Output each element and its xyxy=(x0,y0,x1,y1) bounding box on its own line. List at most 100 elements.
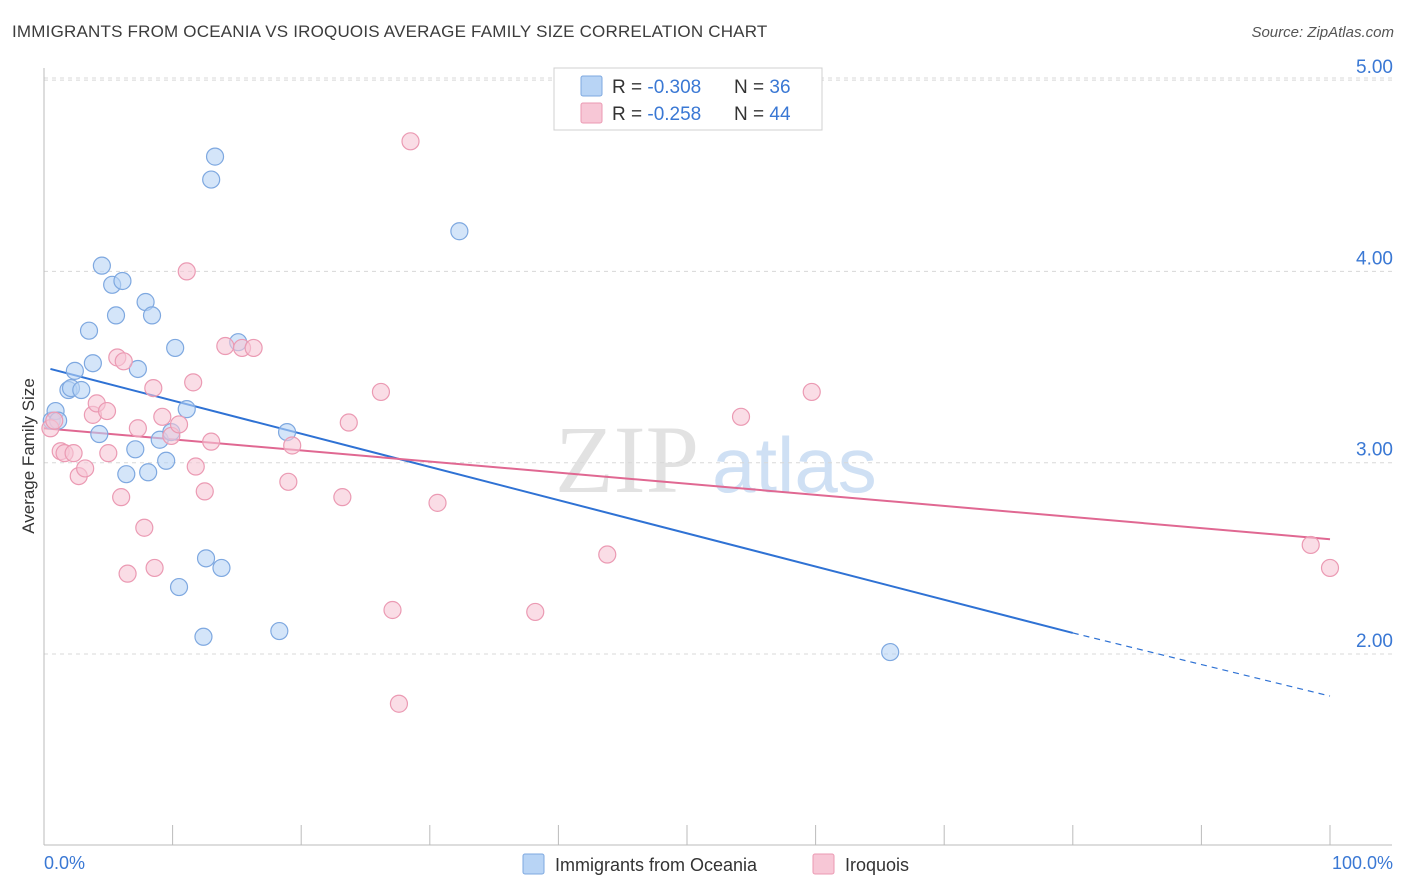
iroquois-point-26 xyxy=(202,432,221,451)
iroquois-point-31 xyxy=(283,436,302,455)
y-tick-label-2: 4.00 xyxy=(1356,248,1393,269)
watermark-atlas: atlas xyxy=(712,421,877,509)
oceania-point-19 xyxy=(142,306,162,325)
series-swatch-oceania xyxy=(522,853,545,875)
series-legend: Immigrants from Oceania Iroquois xyxy=(522,853,909,875)
chart-title: IMMIGRANTS FROM OCEANIA VS IROQUOIS AVER… xyxy=(12,22,768,41)
legend-swatch-pink xyxy=(580,102,603,124)
x-tick-labels: 0.0% 100.0% xyxy=(44,853,1393,873)
legend-swatch-blue xyxy=(580,75,603,97)
iroquois-point-35 xyxy=(383,600,402,620)
axes xyxy=(43,68,1392,846)
iroquois-point-12 xyxy=(114,352,133,371)
iroquois-point-29 xyxy=(244,338,263,358)
oceania-point-12 xyxy=(106,306,126,325)
y-tick-labels: 2.00 3.00 4.00 5.00 xyxy=(1356,57,1393,652)
y-tick-label-0: 2.00 xyxy=(1356,631,1393,652)
oceania-point-21 xyxy=(157,451,176,470)
iroquois-point-32 xyxy=(333,488,352,507)
iroquois-point-4 xyxy=(64,444,83,463)
oceania-point-8 xyxy=(83,354,102,373)
oceania-point-25 xyxy=(177,400,196,419)
oceania-point-16 xyxy=(128,359,147,379)
oceania-point-28 xyxy=(202,170,221,189)
iroquois-point-42 xyxy=(802,382,821,402)
legend-n-label-2: N = xyxy=(734,104,769,125)
iroquois-point-34 xyxy=(371,382,391,402)
oceania-point-13 xyxy=(113,271,132,291)
y-tick-label-3: 5.00 xyxy=(1356,57,1393,78)
iroquois-point-36 xyxy=(389,694,409,713)
oceania-point-15 xyxy=(126,440,145,459)
iroquois-point-19 xyxy=(153,407,172,426)
iroquois-point-1 xyxy=(45,411,64,430)
legend-r-label-1: R = xyxy=(612,77,647,98)
oceania-trend-extension xyxy=(1072,632,1331,697)
oceania-point-34 xyxy=(450,222,469,241)
trend-lines xyxy=(43,367,1331,697)
data-points xyxy=(41,132,1340,713)
y-axis-label: Average Family Size xyxy=(19,378,38,534)
iroquois-point-14 xyxy=(118,564,137,583)
iroquois-point-43 xyxy=(1301,535,1320,555)
legend-n-value-2: 44 xyxy=(769,104,791,125)
oceania-point-23 xyxy=(166,338,185,358)
oceania-point-32 xyxy=(270,621,289,641)
legend-r-value-1: -0.308 xyxy=(647,77,701,98)
svg-text:R = -0.258: R = -0.258 xyxy=(612,104,701,125)
series-label-oceania: Immigrants from Oceania xyxy=(555,855,758,875)
legend-n-label-1: N = xyxy=(734,77,769,98)
oceania-point-26 xyxy=(196,549,216,568)
iroquois-point-24 xyxy=(186,457,205,476)
series-swatch-iroquois xyxy=(812,853,835,875)
source-credit: Source: ZipAtlas.com xyxy=(1251,24,1394,41)
iroquois-point-9 xyxy=(97,401,117,421)
iroquois-point-10 xyxy=(99,444,118,463)
iroquois-point-38 xyxy=(428,493,447,512)
svg-text:R = -0.308: R = -0.308 xyxy=(612,77,701,98)
oceania-point-10 xyxy=(92,256,111,275)
oceania-point-35 xyxy=(881,642,900,662)
oceania-point-27 xyxy=(194,627,213,646)
oceania-point-9 xyxy=(90,424,109,444)
series-label-iroquois: Iroquois xyxy=(845,855,909,875)
iroquois-point-17 xyxy=(144,378,163,398)
y-tick-label-1: 3.00 xyxy=(1356,440,1393,461)
oceania-point-14 xyxy=(117,465,136,484)
svg-text:N = 36: N = 36 xyxy=(734,77,791,98)
iroquois-point-39 xyxy=(526,602,545,622)
svg-text:N = 44: N = 44 xyxy=(734,104,791,125)
oceania-point-5 xyxy=(65,361,84,380)
oceania-point-18 xyxy=(139,463,158,482)
iroquois-point-44 xyxy=(1320,558,1340,578)
iroquois-point-18 xyxy=(145,558,164,578)
correlation-legend: R = -0.308 N = 36 R = -0.258 N = 44 xyxy=(553,67,823,131)
x-tick-label-0: 0.0% xyxy=(44,853,85,873)
iroquois-point-23 xyxy=(184,373,203,392)
x-tick-label-1: 100.0% xyxy=(1332,853,1393,873)
iroquois-point-25 xyxy=(195,482,214,501)
iroquois-point-37 xyxy=(401,132,420,151)
grid-lines xyxy=(44,77,1392,655)
legend-r-value-2: -0.258 xyxy=(647,104,701,125)
iroquois-point-41 xyxy=(731,407,751,426)
iroquois-point-27 xyxy=(216,336,235,356)
oceania-point-7 xyxy=(79,321,99,340)
legend-r-label-2: R = xyxy=(612,104,647,125)
oceania-point-30 xyxy=(212,558,231,578)
iroquois-point-40 xyxy=(598,545,617,564)
oceania-trend-line xyxy=(50,367,1074,634)
oceania-point-24 xyxy=(169,577,189,597)
watermark-zip: ZIP xyxy=(555,406,699,513)
iroquois-point-22 xyxy=(177,262,196,281)
iroquois-point-15 xyxy=(128,419,147,438)
iroquois-trend-line xyxy=(43,427,1331,541)
legend-n-value-1: 36 xyxy=(769,77,790,98)
iroquois-point-16 xyxy=(135,518,154,537)
iroquois-point-33 xyxy=(339,413,358,432)
iroquois-point-6 xyxy=(76,459,95,478)
iroquois-point-30 xyxy=(279,472,298,491)
iroquois-point-13 xyxy=(112,488,131,507)
oceania-point-6 xyxy=(72,380,91,400)
iroquois-point-21 xyxy=(169,415,189,434)
